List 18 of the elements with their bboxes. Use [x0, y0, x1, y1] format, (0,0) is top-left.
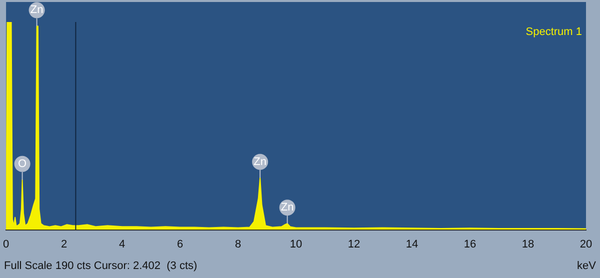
chart-title: Spectrum 1 — [526, 26, 582, 38]
x-axis-title: keV — [577, 260, 597, 272]
x-tick-label: 2 — [60, 238, 68, 250]
x-tick-label: 0 — [2, 238, 10, 250]
text: Full Scale 190 cts Cursor: 2.402 (3 cts) — [4, 260, 198, 272]
x-tick-label: 12 — [348, 238, 360, 250]
x-tick-label: 8 — [234, 238, 242, 250]
x-tick-label: 6 — [176, 238, 184, 250]
x-tick-label: 20 — [580, 238, 592, 250]
annotation: Zn — [280, 202, 294, 214]
x-tick-label: 4 — [118, 238, 126, 250]
x-tick-label: 10 — [290, 238, 302, 250]
annotation: O — [18, 158, 28, 170]
x-tick-label: 16 — [464, 238, 476, 250]
annotation: Zn — [30, 4, 44, 16]
x-tick-label: 18 — [522, 238, 534, 250]
x-tick-label: 14 — [406, 238, 418, 250]
annotation: Zn — [254, 156, 266, 168]
